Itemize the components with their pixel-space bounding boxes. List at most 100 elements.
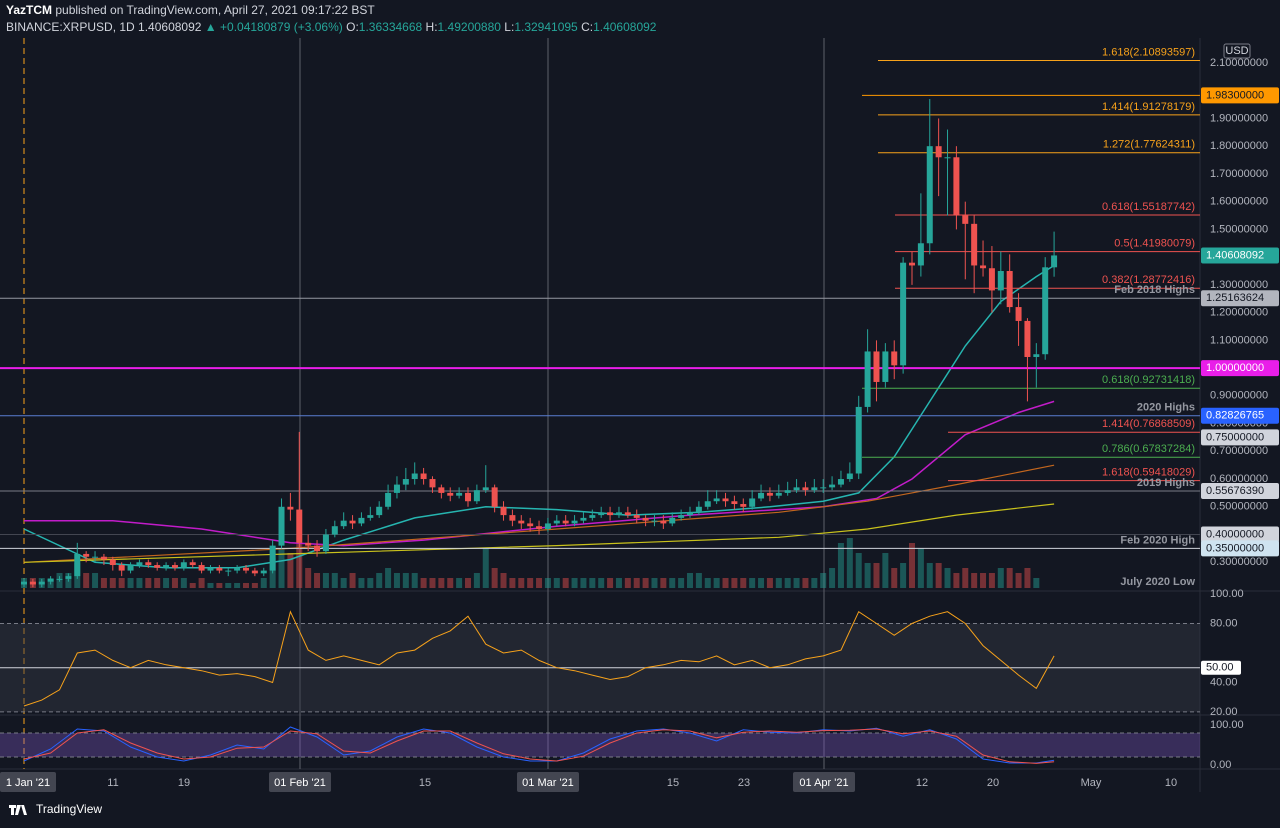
level-label: 1.414(0.76868509) xyxy=(1102,418,1195,430)
volume-bar xyxy=(615,578,622,588)
candle-body xyxy=(456,492,463,496)
volume-bar xyxy=(793,578,800,588)
candle-body xyxy=(65,576,72,579)
candle-body xyxy=(491,487,498,507)
candle-body xyxy=(180,562,187,568)
candle-body xyxy=(997,271,1004,291)
volume-bar xyxy=(775,578,782,588)
volume-bar xyxy=(544,578,551,588)
candle-body xyxy=(269,545,276,571)
candle-body xyxy=(642,517,649,521)
candle-body xyxy=(660,520,667,524)
candle-body xyxy=(1042,267,1049,355)
volume-bar xyxy=(314,573,321,588)
currency: USD xyxy=(1225,45,1248,57)
chart: 1.618(2.10893597) 1.414(1.91278179) 1.272(… xyxy=(0,38,1280,792)
ohlc-h: H:1.49200880 xyxy=(426,20,501,34)
currency-box xyxy=(1223,43,1251,59)
candle-body xyxy=(287,506,294,510)
val: 1.36334668 xyxy=(358,20,423,34)
candle-body xyxy=(56,578,63,580)
volume-bar xyxy=(491,568,498,588)
volume-bar xyxy=(802,578,809,588)
candle-body xyxy=(1024,320,1031,357)
price-tag: 0.55676390 xyxy=(1206,485,1264,497)
candle-body xyxy=(615,512,622,516)
candle-body xyxy=(305,542,312,546)
candle-body xyxy=(74,553,81,577)
candle-body xyxy=(926,146,933,244)
volume-bar xyxy=(1033,578,1040,588)
y-tick-label: 0.30000000 xyxy=(1210,556,1268,568)
candle-body xyxy=(953,157,960,216)
volume-bar xyxy=(127,578,134,588)
author: YazTCM xyxy=(6,3,53,17)
x-tick-label: 11 xyxy=(107,777,118,789)
candle-body xyxy=(562,520,569,524)
price: 1.40608092 xyxy=(138,20,202,34)
candle-body xyxy=(829,484,836,488)
stoch-tick-label: 100.00 xyxy=(1210,719,1244,731)
volume-bar xyxy=(438,578,445,588)
volume-bar xyxy=(695,573,702,588)
price-tag: 0.75000000 xyxy=(1206,431,1264,443)
candle-body xyxy=(118,565,125,571)
volume-bar xyxy=(784,578,791,588)
candle-body xyxy=(1015,307,1022,321)
x-tick-label: 15 xyxy=(419,777,431,789)
published: published on TradingView.com, April 27, … xyxy=(52,3,375,17)
candle-body xyxy=(855,406,862,474)
volume-bar xyxy=(935,563,942,588)
volume-bar xyxy=(740,578,747,588)
volume-bar xyxy=(624,578,631,588)
level-label: 0.618(0.92731418) xyxy=(1102,374,1195,386)
candle-body xyxy=(518,520,525,524)
candle-body xyxy=(216,567,223,571)
candle-body xyxy=(447,492,454,496)
x-tick-box xyxy=(793,772,855,792)
y-tick-label: 2.10000000 xyxy=(1210,57,1268,69)
candle-body xyxy=(553,520,560,524)
volume-bar xyxy=(651,578,658,588)
volume-bar xyxy=(118,578,125,588)
x-tick-label: 15 xyxy=(667,777,679,789)
level-label: 0.5(1.41980079) xyxy=(1114,238,1195,250)
level-label: 1.414(1.91278179) xyxy=(1102,101,1195,113)
volume-bar xyxy=(678,578,685,588)
candle-body xyxy=(393,484,400,493)
candle-body xyxy=(678,515,685,518)
candle-body xyxy=(536,526,543,529)
level-label: 0.382(1.28772416) xyxy=(1102,274,1195,286)
candle-body xyxy=(802,487,809,491)
volume-bar xyxy=(189,583,196,588)
volume-bar xyxy=(633,578,640,588)
key: H: xyxy=(425,20,438,34)
y-tick-label: 1.70000000 xyxy=(1210,168,1268,180)
candle-body xyxy=(651,520,658,522)
candle-body xyxy=(873,351,880,382)
volume-bar xyxy=(305,568,312,588)
candle-body xyxy=(234,567,241,571)
volume-bar xyxy=(216,583,223,588)
candle-body xyxy=(811,487,818,491)
volume-bar xyxy=(811,578,818,588)
candle-body xyxy=(251,570,258,574)
candle-body xyxy=(500,506,507,516)
moving-average xyxy=(24,400,1055,547)
candle-body xyxy=(909,262,915,266)
x-tick-label: 10 xyxy=(1165,777,1177,789)
axes: 2.10000000 1.90000000 1.80000000 1.70000000… xyxy=(0,43,1279,792)
x-tick-box xyxy=(517,772,579,792)
candle-body xyxy=(704,501,711,507)
candle-body xyxy=(1051,255,1058,268)
level-label: Feb 2020 High xyxy=(1120,534,1195,546)
volume-bar xyxy=(482,548,489,588)
level-label: 1.618(2.10893597) xyxy=(1102,46,1195,58)
candle-body xyxy=(207,567,214,571)
x-tick-label: 19 xyxy=(178,777,190,789)
candle-body xyxy=(411,473,418,480)
y-tick-label: 0.90000000 xyxy=(1210,390,1268,402)
change: ▲ +0.04180879 (+3.06%) xyxy=(204,20,343,34)
y-tick-label: 1.60000000 xyxy=(1210,196,1268,208)
